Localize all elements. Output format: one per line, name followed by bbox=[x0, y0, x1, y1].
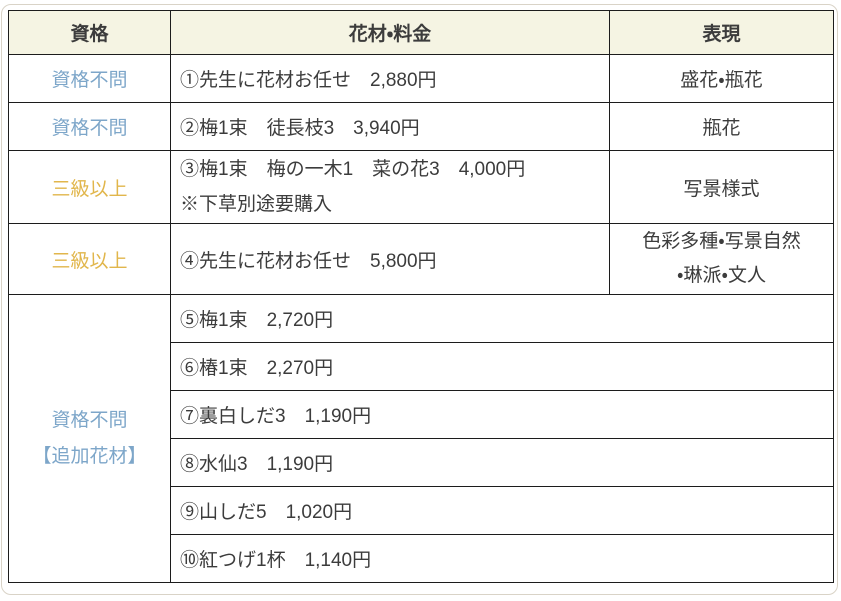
header-materials-price: 花材・料金 bbox=[170, 10, 610, 55]
table-row: 資格不問 ②梅1束 徒長枝3 3,940円 瓶花 bbox=[8, 102, 834, 151]
expression-multiline: 色彩多種・写景自然 ・琳派・文人 bbox=[611, 225, 832, 293]
materials-cell: ③梅1束 梅の一木1 菜の花3 4,000円 ※下草別途要購入 bbox=[170, 150, 610, 224]
table-row: ⑧水仙3 1,190円 bbox=[9, 438, 834, 487]
addon-item-cell: ⑧水仙3 1,190円 bbox=[170, 438, 834, 487]
table-row: 資格不問 【追加花材】 ⑤梅1束 2,720円 bbox=[8, 294, 834, 583]
materials-multiline: ③梅1束 梅の一木1 菜の花3 4,000円 ※下草別途要購入 bbox=[180, 152, 608, 222]
table-row: 三級以上 ③梅1束 梅の一木1 菜の花3 4,000円 ※下草別途要購入 写景様… bbox=[8, 150, 834, 224]
expression-cell: 瓶花 bbox=[609, 102, 834, 151]
qualification-cell: 三級以上 bbox=[8, 150, 171, 224]
addon-item-cell: ⑥椿1束 2,270円 bbox=[170, 342, 834, 391]
header-expression: 表現 bbox=[609, 10, 834, 55]
flower-price-table: 資格 花材・料金 表現 資格不問 ①先生に花材お任せ 2,880円 盛花・瓶花 … bbox=[8, 10, 834, 583]
addon-item-cell: ⑦裏白しだ3 1,190円 bbox=[170, 390, 834, 439]
materials-cell: ②梅1束 徒長枝3 3,940円 bbox=[170, 102, 610, 151]
table-row: ⑨山しだ5 1,020円 bbox=[9, 486, 834, 535]
expression-cell: 写景様式 bbox=[609, 150, 834, 224]
table-header-row: 資格 花材・料金 表現 bbox=[8, 10, 834, 55]
materials-cell: ④先生に花材お任せ 5,800円 bbox=[170, 223, 610, 295]
qualification-addon-cell: 資格不問 【追加花材】 bbox=[8, 294, 171, 583]
table-row: 三級以上 ④先生に花材お任せ 5,800円 色彩多種・写景自然 ・琳派・文人 bbox=[8, 223, 834, 295]
table-row: ⑩紅つげ1杯 1,140円 bbox=[9, 534, 834, 583]
expression-cell: 盛花・瓶花 bbox=[609, 54, 834, 103]
addon-item-cell: ⑨山しだ5 1,020円 bbox=[170, 486, 834, 535]
addon-item-cell: ⑤梅1束 2,720円 bbox=[170, 294, 834, 343]
header-qualification: 資格 bbox=[8, 10, 171, 55]
materials-line-2: ※下草別途要購入 bbox=[180, 194, 333, 215]
qualification-multiline: 資格不問 【追加花材】 bbox=[10, 403, 169, 475]
expression-cell: 色彩多種・写景自然 ・琳派・文人 bbox=[609, 223, 834, 295]
expression-line-2: ・琳派・文人 bbox=[677, 265, 766, 286]
expression-line-1: 色彩多種・写景自然 bbox=[642, 231, 801, 252]
table-row: 資格不問 ①先生に花材お任せ 2,880円 盛花・瓶花 bbox=[8, 54, 834, 103]
qualification-cell: 三級以上 bbox=[8, 223, 171, 295]
qualification-line-2: 【追加花材】 bbox=[32, 445, 147, 467]
qualification-cell: 資格不問 bbox=[8, 54, 171, 103]
materials-cell: ①先生に花材お任せ 2,880円 bbox=[170, 54, 610, 103]
qualification-line-1: 資格不問 bbox=[51, 409, 128, 431]
qualification-cell: 資格不問 bbox=[8, 102, 171, 151]
materials-line-1: ③梅1束 梅の一木1 菜の花3 4,000円 bbox=[180, 159, 526, 180]
addon-item-cell: ⑩紅つげ1杯 1,140円 bbox=[170, 534, 834, 583]
